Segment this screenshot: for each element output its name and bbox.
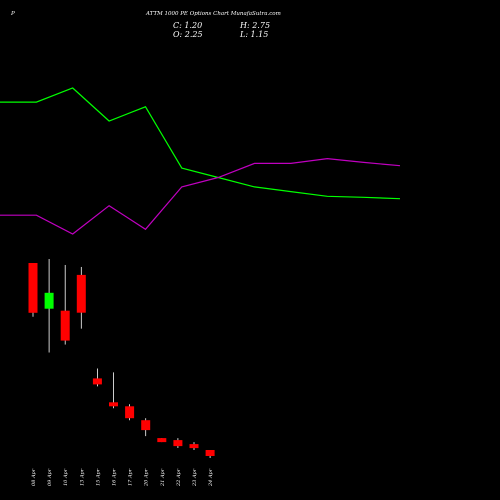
candle [92, 368, 102, 387]
low-readout: L: 1.15 [239, 30, 268, 39]
high-readout: H: 2.75 [239, 21, 270, 30]
x-axis-labels: 08 Apr 09 Apr 10 Apr 13 Apr 15 Apr 16 Apr 17 A… [31, 468, 214, 487]
x-tick-label: 09 Apr [47, 468, 53, 486]
x-tick-label: 16 Apr [112, 468, 118, 486]
chart-title: ATTM 1000 PE Options Chart MunafaSutra.c… [145, 11, 281, 17]
left-mark: P [10, 11, 15, 17]
candle [173, 438, 183, 449]
candle-body [141, 420, 151, 431]
candle [189, 442, 199, 451]
x-tick-label: 20 Apr [144, 468, 150, 487]
candle-body [173, 440, 183, 447]
candle-body [157, 438, 167, 443]
candlesticks [28, 259, 215, 458]
x-tick-label: 08 Apr [31, 468, 37, 486]
candle-body [189, 444, 199, 449]
candle-body [205, 450, 215, 456]
candle [60, 264, 70, 345]
candle [109, 372, 118, 409]
x-tick-label: 13 Apr [79, 468, 85, 486]
x-tick-label: 17 Apr [128, 468, 134, 486]
x-tick-label: 10 Apr [63, 468, 69, 486]
close-readout: C: 1.20 [173, 21, 202, 30]
candle-body [92, 378, 102, 385]
magenta-indicator-line [0, 157, 401, 235]
x-tick-label: 21 Apr [160, 468, 166, 487]
candle [44, 259, 54, 353]
candle [76, 266, 86, 329]
candle [157, 438, 167, 443]
candle-body [76, 274, 86, 313]
candle [141, 418, 151, 437]
candle [205, 450, 215, 458]
open-readout: O: 2.25 [173, 30, 203, 39]
candle-body [44, 292, 54, 309]
candle [125, 404, 135, 421]
candle [28, 262, 38, 317]
candle-body [60, 310, 70, 341]
x-tick-label: 22 Apr [176, 468, 182, 487]
x-tick-label: 15 Apr [95, 468, 101, 486]
indicator-lines [0, 87, 401, 235]
x-tick-label: 23 Apr [192, 468, 198, 487]
candle-body [109, 402, 118, 407]
x-tick-label: 24 Apr [208, 468, 214, 487]
candle-body [28, 263, 38, 313]
green-indicator-line [0, 87, 401, 200]
candle-body [125, 406, 135, 419]
